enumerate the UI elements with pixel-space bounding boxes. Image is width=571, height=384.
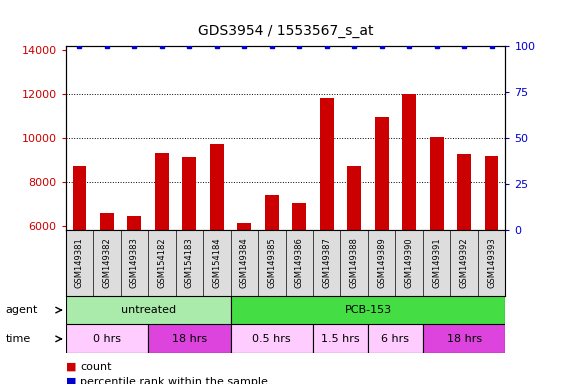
Text: GSM149383: GSM149383	[130, 237, 139, 288]
Text: 1.5 hrs: 1.5 hrs	[321, 334, 360, 344]
Text: GSM149385: GSM149385	[267, 237, 276, 288]
Bar	[231, 324, 313, 353]
Text: GSM154183: GSM154183	[185, 237, 194, 288]
Bar	[368, 324, 423, 353]
Text: GSM149389: GSM149389	[377, 237, 386, 288]
Text: GSM149393: GSM149393	[487, 237, 496, 288]
Bar	[265, 195, 279, 358]
Bar	[485, 156, 498, 358]
Bar	[183, 157, 196, 358]
Bar	[238, 223, 251, 358]
Text: GSM149381: GSM149381	[75, 237, 84, 288]
Bar	[313, 324, 368, 353]
Text: PCB-153: PCB-153	[344, 305, 392, 315]
Bar	[231, 296, 505, 324]
Bar	[127, 216, 141, 358]
Text: time: time	[6, 334, 31, 344]
Text: agent: agent	[6, 305, 38, 315]
Text: percentile rank within the sample: percentile rank within the sample	[80, 377, 268, 384]
Text: GSM149382: GSM149382	[102, 237, 111, 288]
Bar	[375, 118, 388, 358]
Bar	[403, 94, 416, 358]
Text: GSM149390: GSM149390	[405, 237, 413, 288]
Text: GSM149388: GSM149388	[349, 237, 359, 288]
Text: GSM149386: GSM149386	[295, 237, 304, 288]
Text: GSM154182: GSM154182	[158, 237, 166, 288]
Bar	[210, 144, 224, 358]
Bar	[66, 296, 231, 324]
Bar	[73, 166, 86, 358]
Text: GSM149392: GSM149392	[460, 237, 469, 288]
Text: GSM149384: GSM149384	[240, 237, 249, 288]
Bar	[155, 152, 168, 358]
Text: 6 hrs: 6 hrs	[381, 334, 409, 344]
Text: 0 hrs: 0 hrs	[93, 334, 121, 344]
Bar	[100, 213, 114, 358]
Text: 18 hrs: 18 hrs	[447, 334, 482, 344]
Text: untreated: untreated	[120, 305, 176, 315]
Text: 18 hrs: 18 hrs	[172, 334, 207, 344]
Bar	[423, 324, 505, 353]
Bar	[430, 137, 444, 358]
Bar	[457, 154, 471, 358]
Bar	[320, 98, 333, 358]
Text: ■: ■	[66, 377, 76, 384]
Text: GSM154184: GSM154184	[212, 237, 222, 288]
Text: 0.5 hrs: 0.5 hrs	[252, 334, 291, 344]
Bar	[292, 203, 306, 358]
Text: GSM149387: GSM149387	[322, 237, 331, 288]
Bar	[347, 166, 361, 358]
Bar	[66, 324, 148, 353]
Text: count: count	[80, 362, 111, 372]
Text: ■: ■	[66, 362, 76, 372]
Bar	[148, 324, 231, 353]
Text: GDS3954 / 1553567_s_at: GDS3954 / 1553567_s_at	[198, 25, 373, 38]
Text: GSM149391: GSM149391	[432, 237, 441, 288]
